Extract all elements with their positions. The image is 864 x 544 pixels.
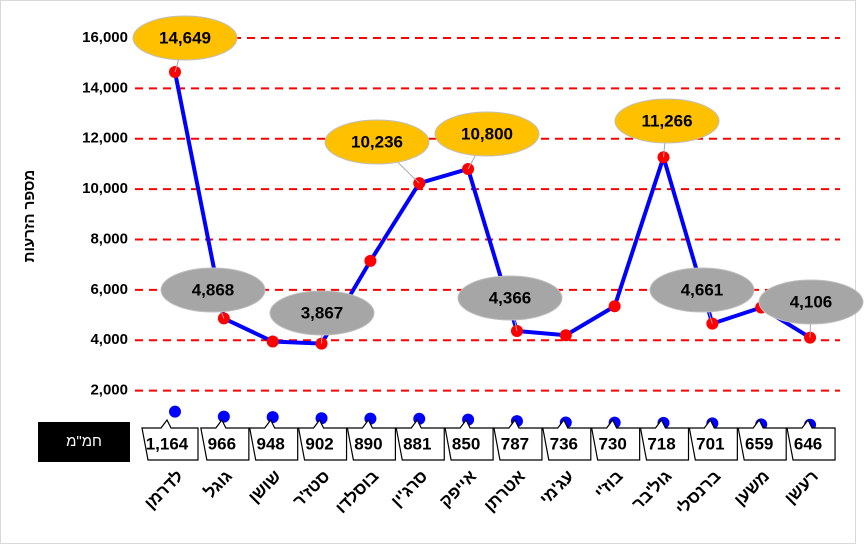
x-tick-label: בוסלדו — [332, 466, 383, 517]
data-label: 4,106 — [790, 292, 833, 311]
data-label: 890 — [354, 434, 382, 453]
label-box — [395, 418, 445, 461]
x-tick-label: בוז'י — [591, 466, 627, 502]
data-point — [608, 300, 621, 313]
data-point — [266, 411, 279, 424]
data-label: 14,649 — [159, 28, 211, 47]
label-box — [639, 418, 690, 461]
x-tick-label: עג'מי — [536, 467, 578, 509]
y-tick-label: 14,000 — [82, 79, 128, 96]
x-tick-label: משען — [730, 467, 773, 510]
x-tick-label: שושן — [245, 466, 285, 506]
legend-box — [38, 422, 130, 462]
label-box — [786, 418, 836, 461]
data-label: 646 — [794, 434, 822, 453]
y-axis-label: מספר הזרעות — [21, 170, 38, 263]
data-label: 4,661 — [681, 280, 724, 299]
label-box — [737, 418, 787, 461]
callout — [434, 111, 540, 157]
data-label: 11,266 — [641, 111, 692, 130]
y-tick-label: 2,000 — [90, 382, 128, 399]
data-point — [169, 405, 181, 418]
data-label: 730 — [598, 434, 626, 453]
callout — [614, 98, 720, 144]
callout — [132, 15, 238, 61]
callout — [758, 279, 864, 325]
x-tick-label: אטרתן — [480, 466, 529, 515]
label-box — [688, 418, 738, 461]
callout — [160, 267, 266, 313]
data-point — [559, 329, 572, 342]
x-tick-label: סטז'ר — [289, 467, 333, 511]
data-label: 4,366 — [489, 288, 532, 307]
label-box — [248, 418, 299, 461]
data-label: 718 — [647, 434, 675, 453]
data-label: 4,868 — [192, 280, 235, 299]
label-box — [542, 418, 592, 461]
label-box — [590, 418, 641, 461]
callout — [269, 290, 375, 336]
y-tick-label: 10,000 — [82, 180, 128, 197]
label-box — [444, 418, 494, 461]
callout — [457, 275, 563, 321]
data-label: 1,164 — [146, 434, 189, 453]
data-point — [364, 254, 377, 267]
data-point — [266, 335, 279, 348]
x-tick-label: לדרמן — [141, 467, 187, 513]
label-box — [346, 418, 396, 461]
data-label: 659 — [745, 434, 773, 453]
label-box — [493, 418, 543, 461]
y-tick-label: 16,000 — [82, 29, 128, 46]
y-tick-label: 8,000 — [90, 230, 128, 247]
y-tick-label: 6,000 — [90, 281, 128, 298]
x-tick-label: גוגל — [201, 467, 236, 502]
data-label: 736 — [550, 434, 578, 453]
x-tick-label: ברנסלי — [672, 466, 724, 518]
callout — [649, 267, 755, 313]
data-label: 701 — [696, 434, 724, 453]
data-label: 787 — [501, 434, 529, 453]
label-box — [200, 418, 250, 461]
data-label: 850 — [452, 434, 480, 453]
x-tick-label: סרג'ין — [387, 467, 431, 511]
label-box — [297, 418, 348, 461]
data-label: 948 — [257, 434, 285, 453]
data-label: 10,800 — [461, 124, 513, 143]
data-point — [217, 410, 230, 423]
y-tick-label: 4,000 — [90, 331, 128, 348]
x-tick-label: אייפק — [436, 466, 481, 511]
label-box — [141, 418, 199, 461]
x-tick-label: גול'בר — [628, 467, 675, 514]
data-label: 10,236 — [351, 132, 403, 151]
data-label: 3,867 — [301, 303, 344, 322]
x-tick-label: רעשן — [781, 467, 822, 508]
data-label: 881 — [403, 434, 431, 453]
data-label: 902 — [305, 434, 333, 453]
y-tick-label: 12,000 — [82, 130, 128, 147]
callout — [324, 119, 430, 165]
legend-label: חמ"מ — [66, 433, 102, 450]
data-label: 966 — [208, 434, 236, 453]
